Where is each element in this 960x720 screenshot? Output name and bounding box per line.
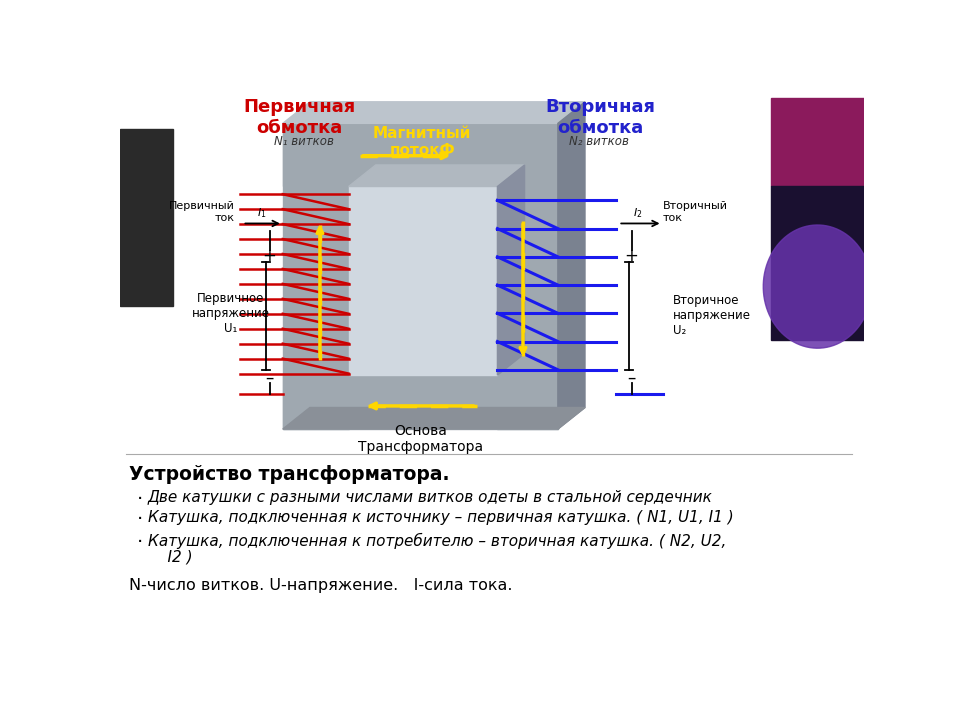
Text: Вторичное
напряжение
U₂: Вторичное напряжение U₂ — [673, 294, 752, 338]
Text: Устройство трансформатора.: Устройство трансформатора. — [130, 465, 450, 485]
Polygon shape — [283, 102, 585, 123]
Text: N₂ витков: N₂ витков — [569, 135, 629, 148]
Text: Первичная
обмотка: Первичная обмотка — [244, 98, 356, 137]
Bar — [771, 98, 864, 186]
Text: N₁ витков: N₁ витков — [274, 135, 334, 148]
Text: Вторичная
обмотка: Вторичная обмотка — [545, 98, 656, 137]
Text: Первичное
напряжение
U₁: Первичное напряжение U₁ — [192, 292, 270, 335]
Text: I2 ): I2 ) — [148, 550, 193, 565]
Text: Катушка, подключенная к источнику – первичная катушка. ( N1, U1, I1 ): Катушка, подключенная к источнику – перв… — [148, 510, 733, 525]
Text: –: – — [627, 369, 636, 387]
Text: –: – — [265, 369, 274, 387]
Bar — [283, 123, 558, 186]
Bar — [283, 375, 558, 429]
Bar — [348, 186, 497, 375]
Polygon shape — [558, 102, 585, 429]
Text: Вторичный
ток: Вторичный ток — [662, 201, 728, 222]
Bar — [497, 123, 558, 429]
Text: Две катушки с разными числами витков одеты в стальной сердечник: Две катушки с разными числами витков оде… — [148, 490, 712, 505]
Text: Магнитный
потокФ: Магнитный потокФ — [373, 125, 471, 158]
Text: $I_1$: $I_1$ — [257, 207, 267, 220]
Text: Основа
Трансформатора: Основа Трансформатора — [358, 423, 483, 454]
Bar — [120, 129, 173, 306]
Bar — [771, 186, 864, 341]
Text: Первичный
ток: Первичный ток — [169, 201, 234, 222]
Polygon shape — [348, 165, 524, 186]
Text: ·: · — [137, 510, 143, 529]
Polygon shape — [763, 225, 872, 348]
Text: +: + — [625, 247, 638, 265]
Text: $I_2$: $I_2$ — [633, 207, 642, 220]
Text: Катушка, подключенная к потребителю – вторичная катушка. ( N2, U2,: Катушка, подключенная к потребителю – вт… — [148, 533, 727, 549]
Polygon shape — [283, 408, 585, 429]
Text: ·: · — [137, 490, 143, 509]
Polygon shape — [497, 165, 524, 375]
Text: ·: · — [137, 533, 143, 552]
Text: N-число витков. U-напряжение.   I-сила тока.: N-число витков. U-напряжение. I-сила ток… — [130, 577, 513, 593]
Text: +: + — [263, 247, 276, 265]
Bar — [283, 123, 348, 429]
